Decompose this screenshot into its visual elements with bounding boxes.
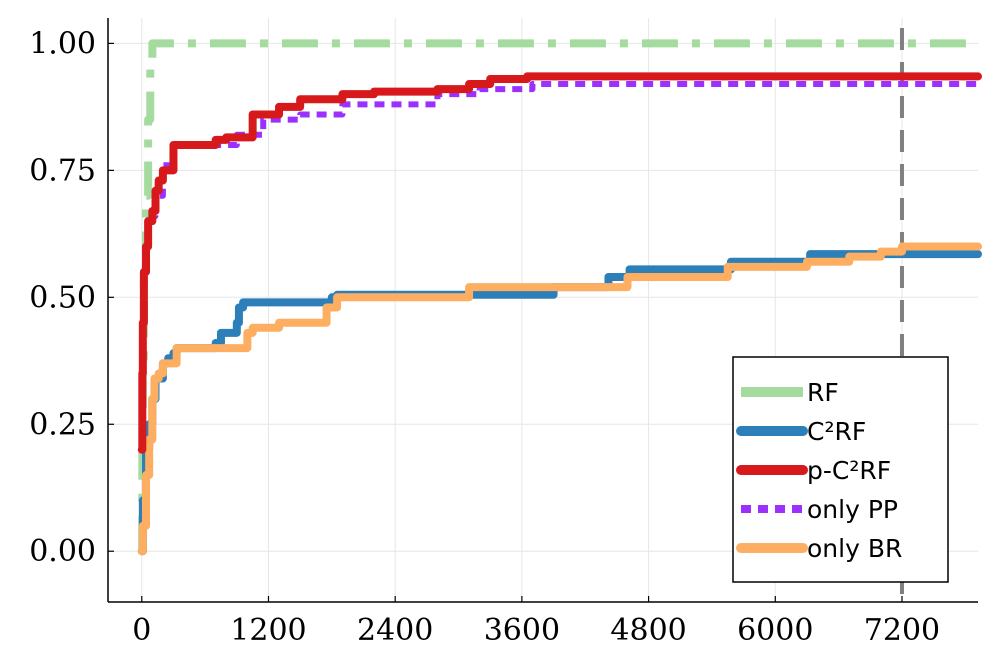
legend-label: only BR <box>807 534 902 563</box>
x-tick-label: 6000 <box>737 613 813 648</box>
y-tick-label: 1.00 <box>29 26 96 61</box>
y-tick-label: 0.25 <box>29 407 96 442</box>
x-tick-label: 1200 <box>230 613 306 648</box>
x-tick-label: 7200 <box>864 613 940 648</box>
series-line-only-br <box>137 242 982 556</box>
legend-label: RF <box>807 378 839 407</box>
legend-label: C²RF <box>807 417 866 446</box>
y-tick-label: 0.00 <box>29 534 96 569</box>
legend-label: p-C²RF <box>807 456 891 485</box>
x-tick-label: 0 <box>132 613 151 648</box>
x-tick-label: 2400 <box>357 613 433 648</box>
x-tick-label: 4800 <box>610 613 686 648</box>
axes <box>107 18 978 603</box>
legend: RF C²RF p-C²RF only PP only BR <box>732 356 949 583</box>
legend-label: only PP <box>807 495 898 524</box>
series-layer <box>137 39 982 556</box>
tick-labels: 0 1200 2400 3600 4800 6000 7200 0.00 0.25 0.50 0.7… <box>29 26 940 648</box>
series-line-p-c-rf <box>137 72 982 454</box>
y-tick-label: 0.50 <box>29 280 96 315</box>
y-tick-label: 0.75 <box>29 153 96 188</box>
x-tick-label: 3600 <box>484 613 560 648</box>
